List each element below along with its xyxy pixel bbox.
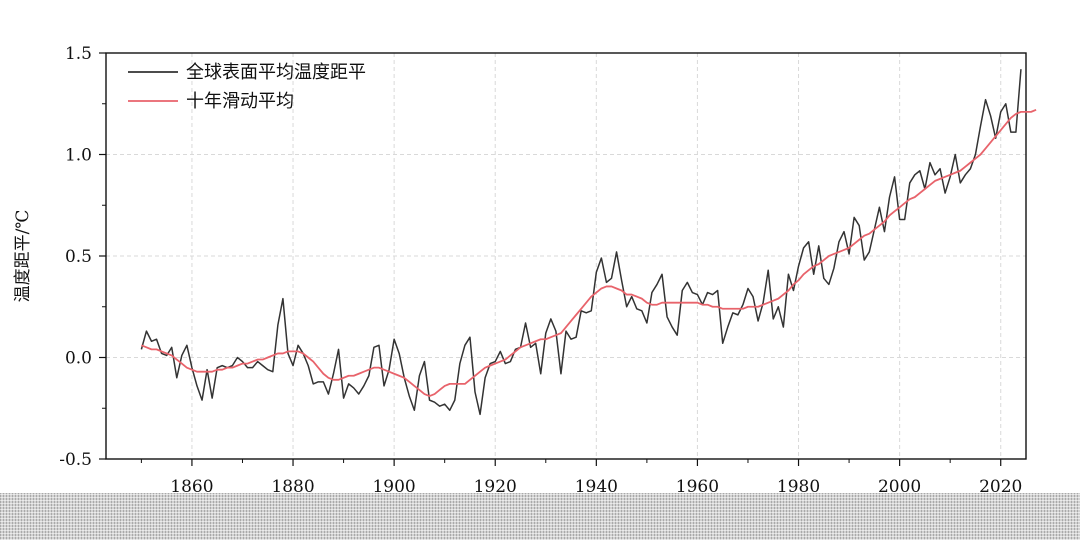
x-tick-label: 2000 — [878, 477, 921, 497]
y-tick-label: 1.5 — [65, 44, 92, 64]
x-tick-label: 1880 — [271, 477, 314, 497]
legend: 全球表面平均温度距平 十年滑动平均 — [128, 62, 366, 112]
occlusion-noise-band — [0, 493, 1080, 540]
legend-label-moving-average: 十年滑动平均 — [186, 91, 294, 112]
x-tick-label: 1960 — [676, 477, 719, 497]
x-tick-label: 1900 — [372, 477, 415, 497]
x-tick-label: 1940 — [575, 477, 618, 497]
legend-label-observed: 全球表面平均温度距平 — [186, 62, 366, 83]
grid-lines — [106, 53, 1026, 459]
y-axis-title: 温度距平/℃ — [13, 210, 33, 303]
series-lines — [140, 69, 1037, 416]
x-tick-label: 2020 — [979, 477, 1022, 497]
y-tick-label: -0.5 — [59, 450, 92, 470]
axis-ticks: 1860 1880 1900 1920 1940 1960 1980 2000 2020 -0.5… — [59, 44, 1022, 497]
y-tick-label: 1.0 — [65, 146, 92, 166]
plot-area-frame — [105, 52, 1027, 460]
series-line-moving-average — [141, 109, 1037, 397]
series-line-observed — [140, 69, 1022, 416]
y-tick-label: 0.5 — [65, 247, 92, 267]
x-tick-label: 1860 — [170, 477, 213, 497]
x-tick-label: 1980 — [777, 477, 820, 497]
y-tick-label: 0.0 — [65, 349, 92, 369]
x-tick-label: 1920 — [474, 477, 517, 497]
